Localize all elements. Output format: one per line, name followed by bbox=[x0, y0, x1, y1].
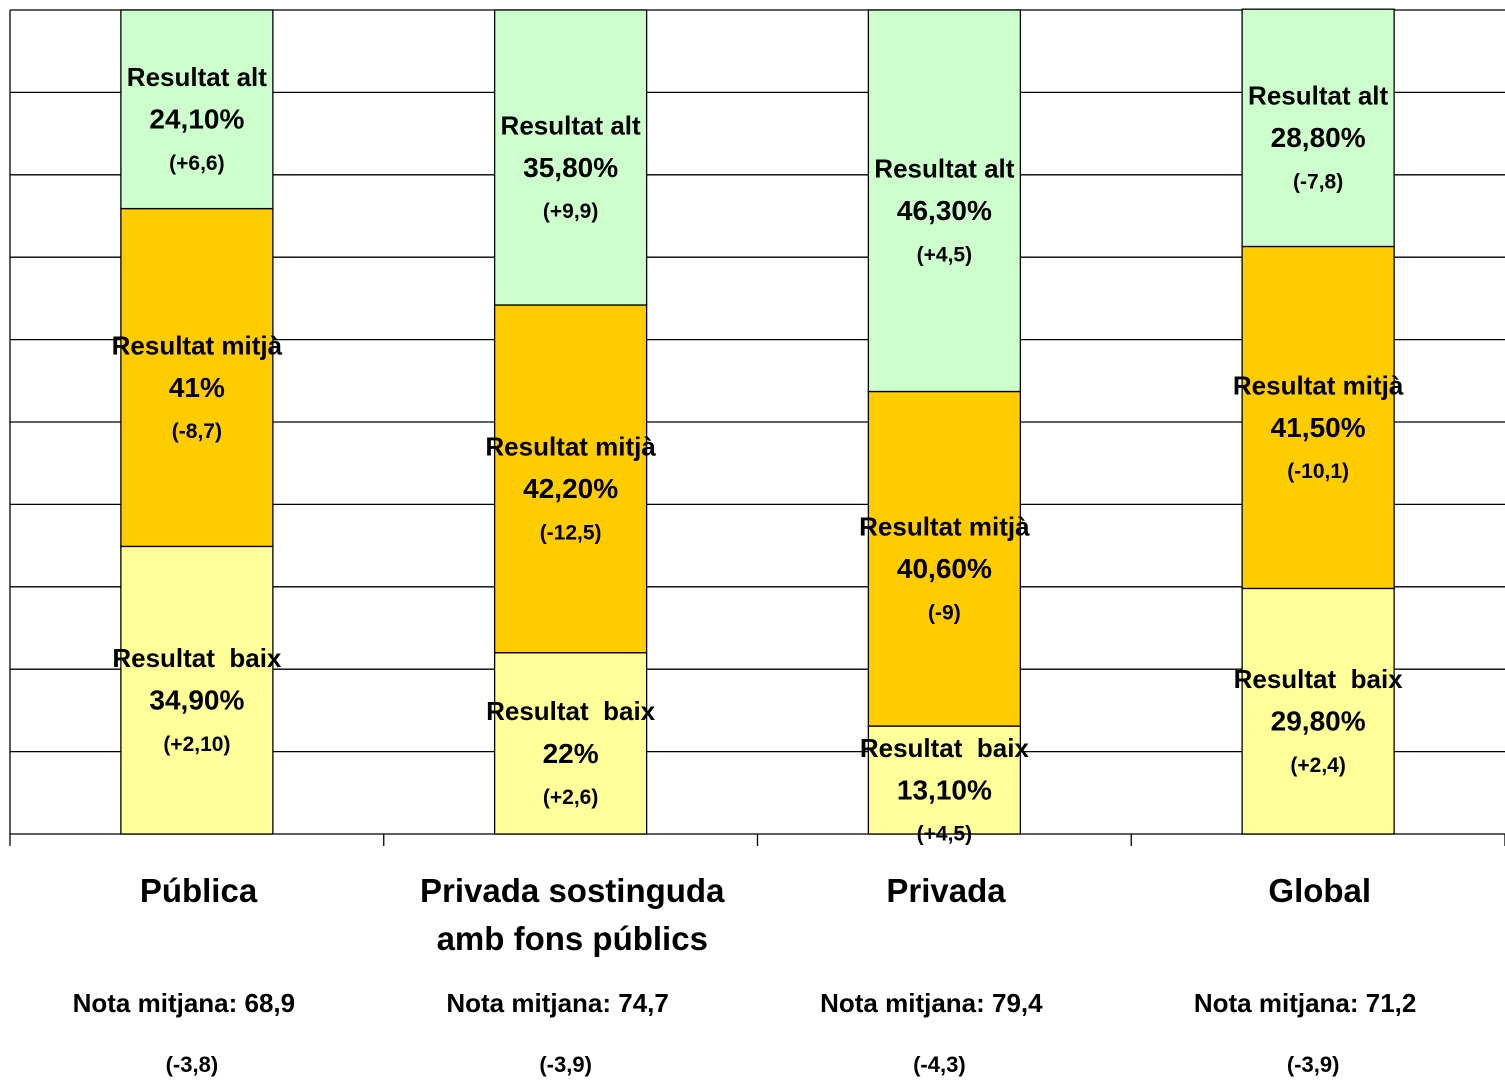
segment-name: Resultat alt bbox=[874, 154, 1014, 184]
segment-value: 34,90% bbox=[149, 685, 244, 716]
segment-change: (-10,1) bbox=[1287, 460, 1349, 483]
bar-segment bbox=[120, 207, 274, 548]
segment-change: (-7,8) bbox=[1293, 170, 1343, 193]
bar-segment bbox=[493, 9, 648, 306]
segment-value: 29,80% bbox=[1271, 706, 1366, 737]
segment-value: 22% bbox=[543, 738, 599, 769]
segment-change: (-12,5) bbox=[540, 521, 602, 544]
bar-segment bbox=[1241, 245, 1395, 590]
segment-value: 41% bbox=[169, 372, 225, 403]
segment-name: Resultat mitjà bbox=[485, 432, 656, 462]
note: Nota mitjana: 71,2 bbox=[1194, 988, 1417, 1018]
bar-segment bbox=[867, 390, 1022, 727]
note-change: (-3,8) bbox=[166, 1052, 219, 1077]
segment-name: Resultat baix bbox=[860, 733, 1030, 763]
segment-name: Resultat mitjà bbox=[112, 330, 283, 360]
segment-name: Resultat baix bbox=[486, 696, 656, 726]
segment-name: Resultat mitjà bbox=[1233, 370, 1404, 400]
segment-value: 28,80% bbox=[1271, 122, 1366, 153]
segment-change: (+2,6) bbox=[543, 786, 598, 809]
segment-change: (-9) bbox=[928, 601, 961, 624]
note-change: (-3,9) bbox=[1287, 1052, 1340, 1077]
bar-segment bbox=[493, 304, 648, 654]
segment-change: (+9,9) bbox=[543, 200, 598, 223]
bar-segment bbox=[1241, 8, 1395, 248]
segment-value: 24,10% bbox=[149, 104, 244, 135]
bar-segment bbox=[120, 9, 274, 210]
bar-segment bbox=[1241, 587, 1395, 835]
note: Nota mitjana: 79,4 bbox=[820, 988, 1043, 1018]
segment-value: 41,50% bbox=[1271, 412, 1366, 443]
note: Nota mitjana: 68,9 bbox=[73, 988, 296, 1018]
segment-value: 46,30% bbox=[897, 195, 992, 226]
segment-change: (-8,7) bbox=[172, 420, 222, 443]
segment-change: (+2,10) bbox=[163, 733, 230, 756]
segment-change: (+6,6) bbox=[169, 152, 224, 175]
segment-change: (+4,5) bbox=[917, 823, 972, 846]
bar-segment bbox=[120, 545, 274, 835]
x-tick-label: Privada sostinguda amb fons públics bbox=[420, 872, 725, 957]
segment-change: (+2,4) bbox=[1290, 754, 1345, 777]
bar-segment bbox=[867, 725, 1022, 835]
segment-name: Resultat alt bbox=[501, 110, 641, 140]
x-tick-label: Global bbox=[1268, 872, 1372, 909]
note-change: (-4,3) bbox=[913, 1052, 966, 1077]
segment-name: Resultat mitjà bbox=[859, 512, 1030, 542]
segment-name: Resultat alt bbox=[127, 62, 267, 92]
segment-value: 35,80% bbox=[523, 152, 618, 183]
segment-value: 42,20% bbox=[523, 473, 618, 504]
segment-name: Resultat baix bbox=[112, 643, 282, 673]
bar-segment bbox=[493, 652, 648, 835]
x-tick-label: Pública bbox=[139, 872, 258, 909]
bar-segment bbox=[867, 9, 1022, 393]
note: Nota mitjana: 74,7 bbox=[446, 988, 669, 1018]
segment-change: (+4,5) bbox=[917, 243, 972, 266]
segment-name: Resultat baix bbox=[1234, 664, 1404, 694]
segment-value: 13,10% bbox=[897, 774, 992, 805]
segment-name: Resultat alt bbox=[1248, 81, 1388, 111]
segment-value: 40,60% bbox=[897, 553, 992, 584]
x-tick-label: Privada bbox=[886, 872, 1006, 909]
note-change: (-3,9) bbox=[539, 1052, 592, 1077]
